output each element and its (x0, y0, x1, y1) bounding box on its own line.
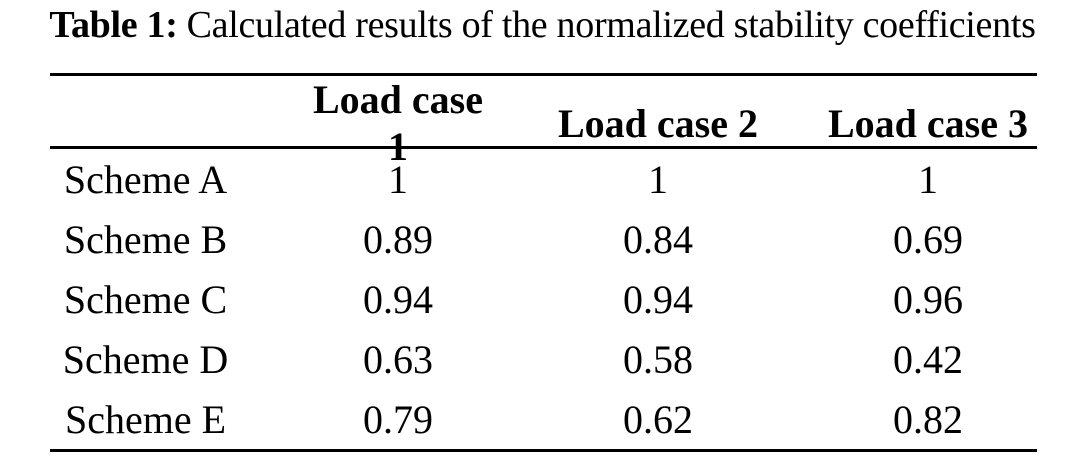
table-header-row: Load case 1 Load case 2 Load case 3 (50, 76, 1037, 169)
cell-value: 0.42 (893, 336, 963, 382)
cell-value: 1 (648, 156, 668, 202)
header-load-case-1: Load case 1 (313, 77, 483, 169)
row-label-scheme-c: Scheme C (63, 276, 228, 322)
cell-value: 0.89 (363, 216, 433, 262)
cell-value: 0.94 (363, 276, 433, 322)
cell-value: 0.69 (893, 216, 963, 262)
row-label-scheme-e: Scheme E (64, 396, 227, 442)
cell-value: 0.96 (893, 276, 963, 322)
cell-value: 0.94 (623, 276, 693, 322)
cell-value: 0.62 (623, 396, 693, 442)
table-row: Scheme D 0.63 0.58 0.42 (50, 329, 1037, 389)
cell-value: 0.79 (363, 396, 433, 442)
row-label-scheme-a: Scheme A (63, 156, 228, 202)
cell-value: 1 (918, 156, 938, 202)
table-row: Scheme B 0.89 0.84 0.69 (50, 209, 1037, 269)
cell-value: 0.63 (363, 336, 433, 382)
cell-value: 0.58 (623, 336, 693, 382)
table-row: Scheme A 1 1 1 (50, 149, 1037, 209)
table-row: Scheme C 0.94 0.94 0.96 (50, 269, 1037, 329)
row-label-scheme-b: Scheme B (63, 216, 228, 262)
table-caption: Table 1: Calculated results of the normal… (0, 0, 1085, 50)
results-table: Load case 1 Load case 2 Load case 3 Sche… (50, 73, 1037, 452)
table-caption-text: Calculated results of the normalized sta… (186, 4, 1036, 46)
cell-value: 0.82 (893, 396, 963, 442)
header-load-case-2: Load case 2 (558, 100, 758, 146)
table-rule-mid (50, 146, 1037, 149)
cell-value: 1 (388, 156, 408, 202)
table-row: Scheme E 0.79 0.62 0.82 (50, 389, 1037, 449)
cell-value: 0.84 (623, 216, 693, 262)
table-rule-top (50, 73, 1037, 76)
table-rule-bottom (50, 449, 1037, 452)
table-caption-label: Table 1: (49, 4, 178, 46)
header-load-case-3: Load case 3 (828, 100, 1028, 146)
row-label-scheme-d: Scheme D (62, 336, 229, 382)
